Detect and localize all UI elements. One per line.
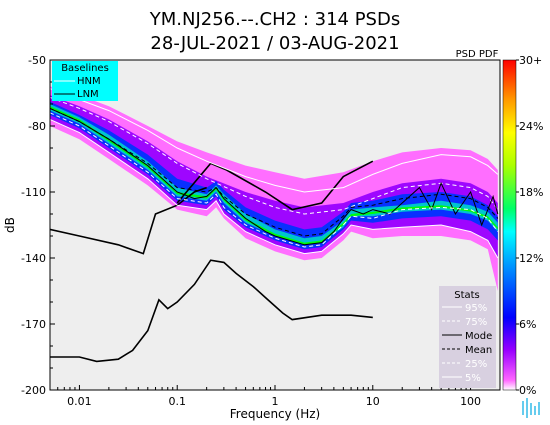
- stats-legend-label: 25%: [465, 359, 487, 370]
- series-line-2: [50, 186, 207, 255]
- chart-title: YM.NJ256.--.CH2 : 314 PSDs: [149, 9, 400, 30]
- stats-legend: Stats 95% 75% Mode Mean 25% 5%: [439, 286, 496, 388]
- y-axis-label: dB: [3, 217, 17, 233]
- colorbar-tick-label: 30+: [519, 54, 542, 67]
- series-line-5: [50, 107, 499, 246]
- x-axis-label: Frequency (Hz): [230, 407, 321, 421]
- x-tick-label: 0.1: [168, 395, 186, 408]
- x-tick-label: 1: [272, 395, 279, 408]
- density-band-4: [50, 106, 498, 245]
- stats-legend-label: Mode: [465, 331, 492, 342]
- baselines-legend-title: Baselines: [61, 63, 109, 74]
- y-tick-label: -200: [21, 384, 46, 397]
- series-line-1: [50, 259, 373, 363]
- series-line-8: [50, 118, 499, 259]
- waveform-logo-icon: [522, 398, 540, 418]
- x-tick-label: 0.01: [67, 395, 92, 408]
- series-line-3: [50, 88, 499, 193]
- colorbar-tick-label: 12%: [519, 252, 543, 265]
- colorbar-tick-label: 0%: [519, 384, 536, 397]
- colorbar-tick-label: 24%: [519, 120, 543, 133]
- colorbar-tick-label: 18%: [519, 186, 543, 199]
- hnm-legend-label: HNM: [77, 76, 101, 87]
- density-bands: [50, 86, 498, 292]
- y-tick-label: -110: [21, 186, 46, 199]
- colorbar-gradient: [502, 59, 517, 391]
- density-band-0: [50, 86, 498, 292]
- stats-legend-box: [439, 286, 496, 388]
- x-axis-ticks: 0.01 0.1 1 10 100: [49, 385, 501, 408]
- series-line-6: [50, 107, 499, 237]
- series-line-0: [176, 160, 374, 211]
- y-axis-ticks: -50 -80 -110 -140 -170 -200: [21, 54, 55, 397]
- stats-legend-title: Stats: [454, 290, 480, 301]
- series-lines: [50, 88, 499, 363]
- colorbar-tick-label: 6%: [519, 318, 536, 331]
- baselines-legend: Baselines HNM LNM: [52, 61, 118, 101]
- stats-legend-label: 75%: [465, 317, 487, 328]
- chart-subtitle: 28-JUL-2021 / 03-AUG-2021: [150, 33, 399, 54]
- series-line-7: [50, 112, 499, 248]
- stats-legend-label: Mean: [465, 345, 492, 356]
- stats-legend-label: 5%: [465, 373, 481, 384]
- x-tick-label: 10: [366, 395, 380, 408]
- colorbar-title: PSD PDF: [456, 49, 499, 60]
- y-tick-label: -80: [28, 120, 46, 133]
- series-line-4: [50, 96, 499, 215]
- x-tick-label: 100: [460, 395, 481, 408]
- lnm-legend-label: LNM: [77, 89, 99, 100]
- density-band-3: [50, 104, 498, 245]
- y-tick-label: -140: [21, 252, 46, 265]
- stats-legend-label: 95%: [465, 303, 487, 314]
- colorbar: PSD PDF 30+ 24% 18% 12% 6% 0%: [456, 49, 544, 397]
- y-tick-label: -50: [28, 54, 46, 67]
- y-tick-label: -170: [21, 318, 46, 331]
